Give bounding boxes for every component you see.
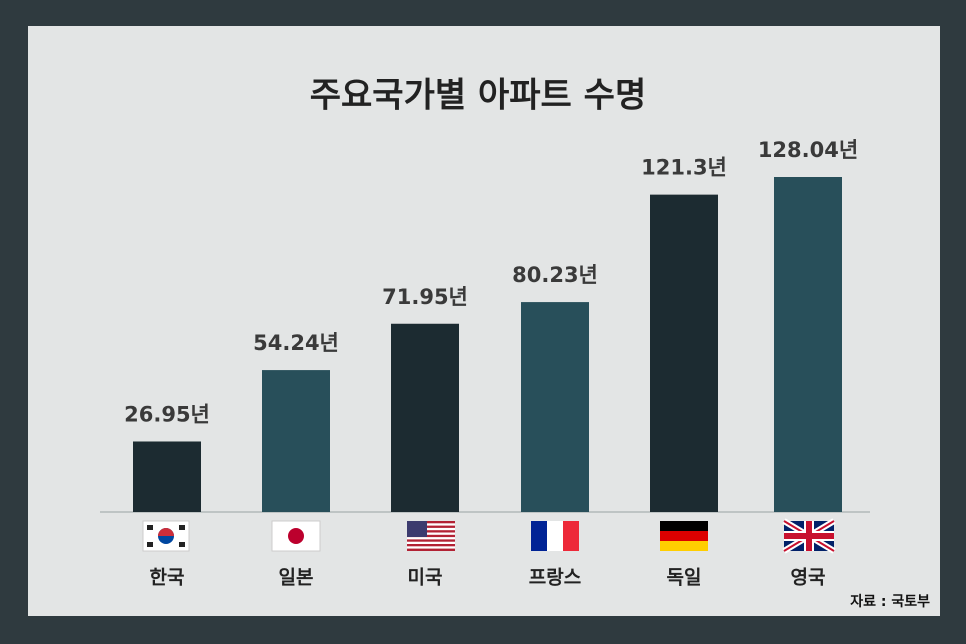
- bar: [774, 177, 842, 512]
- bar: [391, 323, 459, 512]
- flag-uk: [782, 518, 836, 554]
- flag-usa: [407, 521, 455, 551]
- flag-korea: [142, 520, 190, 552]
- x-tick-label: 영국: [791, 567, 826, 589]
- x-tick-label: 독일: [667, 567, 702, 589]
- bar: [650, 194, 718, 512]
- bar: [133, 441, 201, 512]
- flag-germany: [660, 521, 708, 551]
- x-tick-label: 미국: [408, 567, 443, 589]
- value-label: 80.23년: [512, 263, 598, 287]
- bar: [262, 370, 330, 512]
- value-label: 121.3년: [641, 156, 727, 180]
- value-label: 54.24년: [253, 331, 339, 355]
- bar: [521, 302, 589, 512]
- x-tick-label: 한국: [150, 567, 185, 589]
- flags: [142, 518, 836, 554]
- value-label: 26.95년: [124, 402, 210, 426]
- x-tick-label: 일본: [279, 567, 314, 589]
- x-tick-label: 프랑스: [529, 567, 581, 589]
- source: 자료 : 국토부: [850, 594, 930, 610]
- chart-title: 주요국가별 아파트 수명: [310, 76, 646, 116]
- value-label: 128.04년: [758, 138, 858, 162]
- flag-france: [531, 521, 579, 551]
- value-label: 71.95년: [382, 285, 468, 309]
- flag-japan: [271, 520, 321, 552]
